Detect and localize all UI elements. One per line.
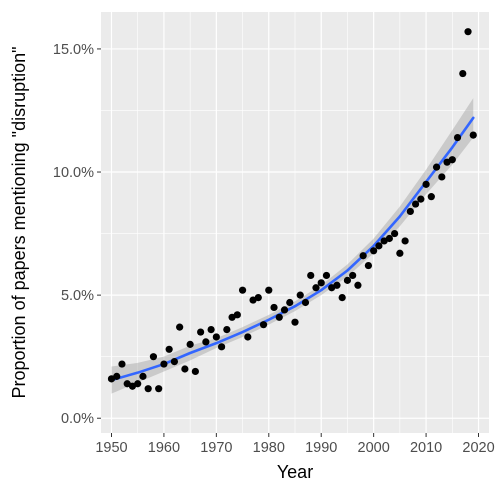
data-point (312, 284, 320, 292)
data-point (265, 286, 273, 294)
data-point (406, 207, 414, 216)
data-point (364, 261, 373, 270)
data-point (349, 271, 357, 280)
data-point (343, 276, 352, 284)
data-point (427, 193, 435, 201)
data-point (438, 173, 446, 181)
x-tick-label: 1950 (95, 440, 127, 456)
data-point (469, 131, 477, 139)
data-point (191, 367, 199, 376)
data-point (464, 28, 472, 36)
data-point (176, 323, 184, 331)
data-point (223, 326, 231, 334)
data-point (202, 338, 210, 346)
data-point (396, 249, 404, 257)
data-point (286, 298, 294, 307)
data-point (212, 333, 220, 341)
data-point (453, 133, 462, 142)
data-point (417, 195, 425, 203)
y-tick-label: 10.0% (53, 165, 94, 181)
data-point (275, 313, 283, 321)
data-point (160, 360, 168, 368)
data-point (333, 281, 341, 289)
x-axis-ticks: 1950 1960 1970 1980 1990 2000 2010 2020 (95, 433, 495, 456)
data-point (317, 279, 325, 287)
data-point (238, 286, 247, 294)
data-point (459, 69, 467, 78)
data-point (233, 311, 241, 319)
x-tick-label: 2020 (462, 440, 494, 456)
data-point (254, 293, 262, 302)
data-point (149, 353, 158, 361)
data-point (411, 200, 420, 208)
data-point (155, 385, 163, 393)
data-point (280, 306, 289, 314)
data-point (113, 372, 121, 380)
data-point (432, 163, 441, 171)
data-point (296, 291, 304, 299)
data-point (144, 385, 152, 393)
data-points (107, 28, 477, 393)
x-tick-label: 1980 (253, 440, 285, 456)
y-tick-label: 5.0% (61, 288, 94, 304)
data-point (270, 303, 278, 312)
data-point (118, 360, 126, 368)
data-point (181, 365, 189, 373)
data-point (370, 247, 378, 255)
x-axis-title: Year (277, 462, 313, 482)
data-point (391, 229, 399, 238)
x-tick-label: 2010 (410, 440, 442, 456)
minor-gridlines (101, 12, 489, 433)
data-point (338, 293, 346, 302)
x-tick-label: 2000 (358, 440, 390, 456)
data-point (422, 180, 430, 188)
data-point (385, 234, 393, 243)
data-point (259, 321, 268, 329)
data-point (165, 345, 173, 353)
data-point (307, 271, 315, 280)
x-tick-label: 1970 (200, 440, 232, 456)
data-point (244, 333, 252, 341)
y-tick-label: 0.0% (61, 411, 94, 427)
data-point (134, 380, 142, 388)
data-point (401, 237, 409, 245)
y-tick-label: 15.0% (53, 42, 94, 58)
data-point (322, 271, 331, 280)
data-point (354, 281, 362, 289)
data-point (186, 340, 194, 348)
data-point (207, 326, 215, 334)
data-point (375, 242, 383, 250)
y-axis-title: Proportion of papers mentioning "disrupt… (9, 47, 29, 399)
trend-confidence-band (111, 98, 474, 394)
data-point (139, 372, 147, 380)
data-point (448, 156, 456, 164)
major-gridlines (101, 12, 489, 433)
data-point (291, 318, 299, 326)
x-tick-label: 1960 (148, 440, 180, 456)
data-point (197, 328, 205, 336)
data-point (170, 358, 179, 366)
data-point (359, 252, 367, 260)
y-axis-ticks: 0.0% 5.0% 10.0% 15.0% (53, 42, 101, 427)
data-point (217, 343, 226, 351)
x-tick-label: 1990 (305, 440, 337, 456)
data-point (301, 298, 310, 307)
